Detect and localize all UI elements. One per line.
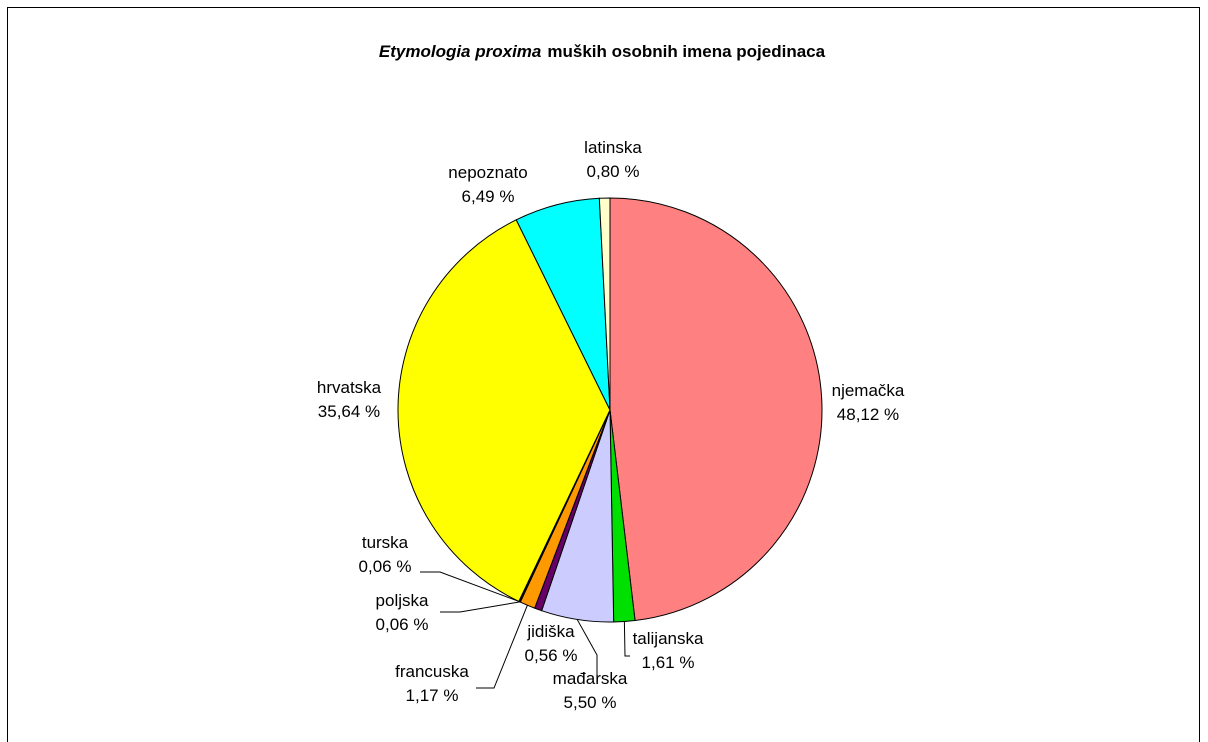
leader-line xyxy=(440,601,521,613)
slice-label: mađarska xyxy=(553,669,628,688)
slice-value-label: 48,12 % xyxy=(837,405,899,424)
slice-label: nepoznato xyxy=(448,163,527,182)
leader-line xyxy=(576,619,598,680)
slice-value-label: 1,61 % xyxy=(642,653,695,672)
title-rest: muških osobnih imena pojedinaca xyxy=(547,42,825,61)
slice-label: jidiška xyxy=(526,622,575,641)
slice-label: njemačka xyxy=(832,381,905,400)
slice-value-label: 1,17 % xyxy=(406,686,459,705)
slice-label: turska xyxy=(362,533,409,552)
leader-line xyxy=(623,621,630,657)
slice-value-label: 0,56 % xyxy=(525,646,578,665)
slice-value-label: 5,50 % xyxy=(564,693,617,712)
slice-label: poljska xyxy=(376,591,429,610)
slice-label: hrvatska xyxy=(317,378,382,397)
slice-value-label: 0,06 % xyxy=(359,557,412,576)
pie-slice xyxy=(397,219,611,603)
slice-label: francuska xyxy=(395,662,469,681)
slice-label: talijanska xyxy=(633,629,704,648)
title-italic: Etymologia proxima xyxy=(379,42,541,61)
slice-value-label: 0,06 % xyxy=(376,615,429,634)
chart-title: Etymologia proxima muških osobnih imena p… xyxy=(379,42,826,61)
pie-slice xyxy=(609,197,823,622)
slice-value-label: 0,80 % xyxy=(587,162,640,181)
slice-value-label: 6,49 % xyxy=(462,187,515,206)
leader-line xyxy=(476,605,528,689)
pie-slice xyxy=(598,197,611,411)
leader-line xyxy=(420,571,520,603)
slice-value-label: 35,64 % xyxy=(318,402,380,421)
slice-label: latinska xyxy=(584,138,642,157)
